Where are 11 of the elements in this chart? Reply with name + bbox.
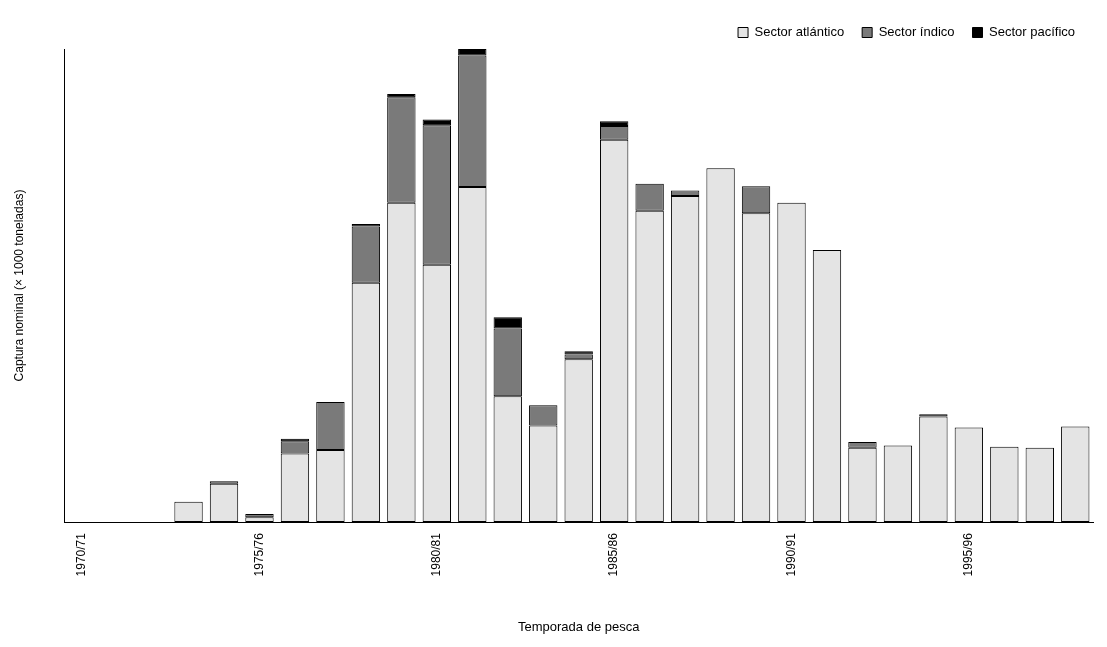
- x-axis-title: Temporada de pesca: [517, 618, 641, 634]
- legend-label: Sector índico: [878, 24, 955, 40]
- x-tick-label: 1970/71: [74, 532, 89, 577]
- x-tick-label: 1975/76: [251, 532, 266, 577]
- x-tick-label: 1990/91: [783, 532, 798, 577]
- x-tick-label: 1995/96: [961, 532, 976, 577]
- x-tick-label: 1985/86: [606, 532, 621, 577]
- x-tick-label: 1980/81: [429, 532, 444, 577]
- legend-label: Sector pacífico: [989, 24, 1076, 40]
- y-axis-title: Captura nominal (× 1000 toneladas): [11, 189, 26, 382]
- legend-label: Sector atlántico: [754, 24, 845, 40]
